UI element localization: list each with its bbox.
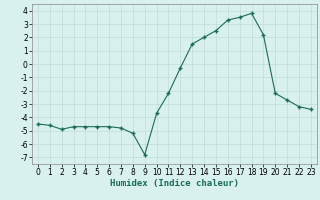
X-axis label: Humidex (Indice chaleur): Humidex (Indice chaleur)	[110, 179, 239, 188]
